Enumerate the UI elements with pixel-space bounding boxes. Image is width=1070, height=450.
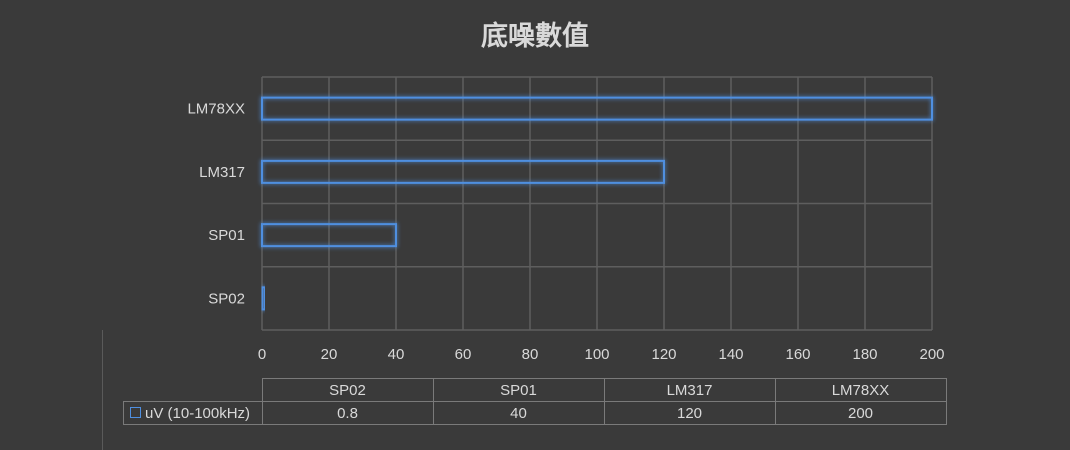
legend-entry: uV (10-100kHz) (123, 401, 263, 425)
bar (261, 159, 665, 184)
x-tick-label: 160 (785, 346, 810, 363)
data-table-header: LM78XX (774, 378, 947, 402)
data-table-header: SP01 (432, 378, 605, 402)
data-table-corner (123, 378, 263, 402)
data-table-cell: 0.8 (261, 401, 434, 425)
chart-title: 底噪數值 (481, 21, 589, 52)
x-tick-label: 0 (258, 346, 266, 363)
bar (261, 96, 933, 121)
x-tick-label: 20 (321, 346, 338, 363)
bar-chart: 0 20 40 60 80 100 120 140 160 180 200 SP02 SP01 LM317… (187, 76, 945, 363)
legend-label: uV (10-100kHz) (145, 404, 251, 422)
legend-key-icon (130, 407, 141, 419)
data-table-cell: 40 (432, 401, 605, 425)
category-label: LM78XX (187, 101, 245, 118)
bar (261, 223, 397, 248)
bar (261, 286, 266, 311)
x-tick-label: 100 (584, 346, 609, 363)
data-table-cell: 200 (774, 401, 947, 425)
x-tick-label: 180 (852, 346, 877, 363)
x-tick-label: 200 (919, 346, 944, 363)
x-tick-label: 40 (388, 346, 405, 363)
data-table-cell: 120 (603, 401, 776, 425)
x-tick-label: 80 (522, 346, 539, 363)
data-table-header: LM317 (603, 378, 776, 402)
frame-divider (102, 330, 103, 450)
x-tick-label: 60 (455, 346, 472, 363)
data-table-header: SP02 (261, 378, 434, 402)
data-table: SP02 SP01 LM317 LM78XX uV (10-100kHz) 0.… (123, 378, 947, 425)
x-tick-label: 120 (651, 346, 676, 363)
x-tick-label: 140 (718, 346, 743, 363)
category-label: SP01 (208, 227, 245, 244)
data-table-row: uV (10-100kHz) 0.8 40 120 200 (123, 401, 947, 425)
data-table-header-row: SP02 SP01 LM317 LM78XX (123, 378, 947, 402)
category-label: SP02 (208, 290, 245, 307)
category-label: LM317 (199, 164, 245, 181)
